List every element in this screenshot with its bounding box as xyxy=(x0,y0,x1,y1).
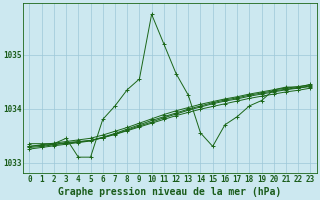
X-axis label: Graphe pression niveau de la mer (hPa): Graphe pression niveau de la mer (hPa) xyxy=(58,186,282,197)
